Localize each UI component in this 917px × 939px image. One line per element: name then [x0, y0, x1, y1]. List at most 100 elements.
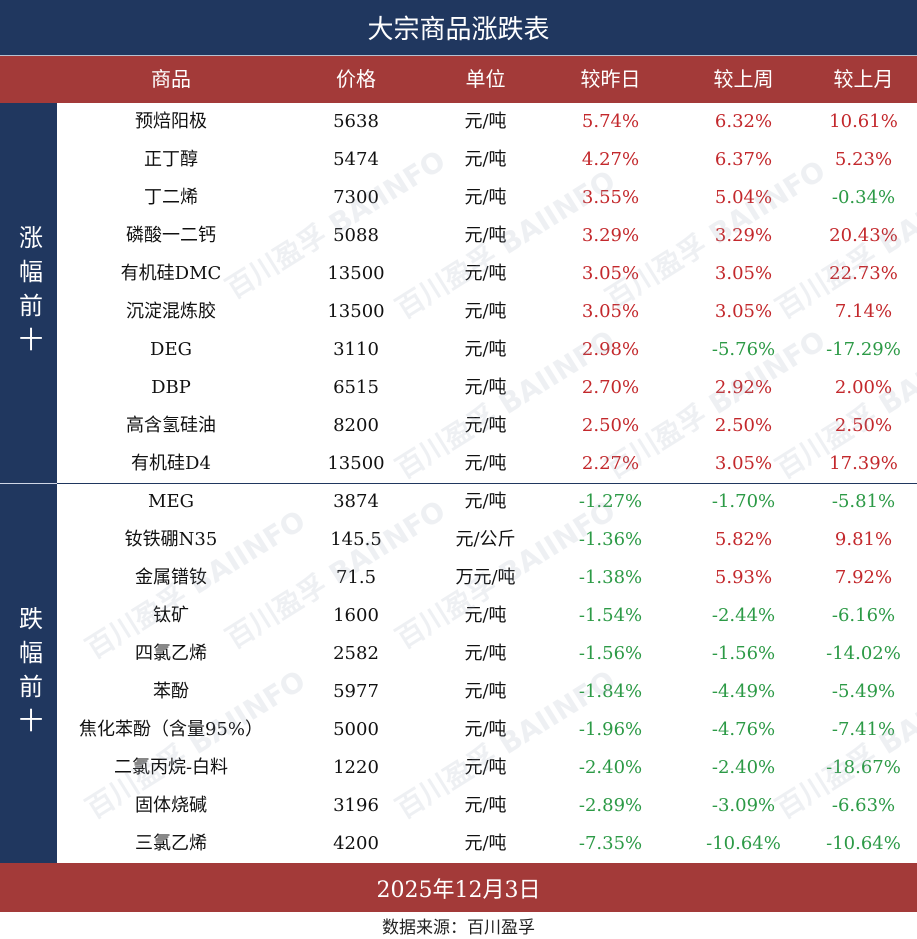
cell-name: 丁二烯	[144, 187, 198, 208]
cell-price: 5474	[333, 149, 379, 170]
cell-unit: 元/吨	[464, 719, 507, 740]
cell-name: MEG	[148, 491, 194, 512]
table-row: 固体烧碱 3196 元/吨 -2.89% -3.09% -6.63%	[57, 787, 917, 825]
header-week: 较上周	[713, 67, 774, 91]
cell-month: -5.49%	[831, 681, 896, 702]
cell-name: 高含氢硅油	[126, 415, 216, 436]
cell-week: -1.56%	[711, 643, 776, 664]
cell-week: -4.76%	[711, 719, 776, 740]
cell-month: -17.29%	[826, 339, 901, 360]
cell-week: -5.76%	[711, 339, 776, 360]
cell-day: 2.70%	[581, 377, 640, 398]
cell-month: -14.02%	[826, 643, 901, 664]
cell-price: 6515	[333, 377, 379, 398]
cell-month: -0.34%	[831, 187, 896, 208]
cell-month: 17.39%	[829, 453, 898, 474]
cell-day: -2.89%	[578, 795, 643, 816]
cell-day: -1.54%	[578, 605, 643, 626]
cell-price: 1220	[333, 757, 379, 778]
cell-month: -6.63%	[831, 795, 896, 816]
cell-price: 3874	[333, 491, 379, 512]
cell-month: 9.81%	[834, 529, 893, 550]
cell-week: 5.93%	[714, 567, 773, 588]
cell-week: 6.32%	[714, 111, 773, 132]
cell-day: -1.96%	[578, 719, 643, 740]
cell-unit: 元/吨	[464, 415, 507, 436]
cell-month: 7.14%	[834, 301, 893, 322]
cell-unit: 元/吨	[464, 643, 507, 664]
cell-week: -1.70%	[711, 491, 776, 512]
header-price: 价格	[336, 67, 376, 91]
header-month: 较上月	[833, 67, 894, 91]
cell-day: 2.50%	[581, 415, 640, 436]
cell-day: 3.29%	[581, 225, 640, 246]
cell-week: 3.29%	[714, 225, 773, 246]
header-unit: 单位	[465, 67, 506, 91]
table-header: 商品 价格 单位 较昨日 较上周 较上月	[0, 56, 917, 103]
table-row: 磷酸一二钙 5088 元/吨 3.29% 3.29% 20.43%	[57, 217, 917, 255]
table-row: 三氯乙烯 4200 元/吨 -7.35% -10.64% -10.64%	[57, 825, 917, 863]
cell-week: 3.05%	[714, 301, 773, 322]
data-source: 数据来源：百川盈孚	[0, 912, 917, 939]
cell-name: 金属镨钕	[135, 567, 207, 588]
cell-day: 3.05%	[581, 301, 640, 322]
cell-day: 3.05%	[581, 263, 640, 284]
cell-month: 2.00%	[834, 377, 893, 398]
header-day: 较昨日	[580, 67, 641, 91]
cell-unit: 元/吨	[464, 453, 507, 474]
cell-price: 5977	[333, 681, 379, 702]
cell-name: 固体烧碱	[135, 795, 207, 816]
cell-day: -7.35%	[578, 833, 643, 854]
date-footer: 2025年12月3日	[0, 863, 917, 912]
table-row: 沉淀混炼胶 13500 元/吨 3.05% 3.05% 7.14%	[57, 293, 917, 331]
cell-price: 13500	[327, 453, 385, 474]
top-losers-label: 跌幅前十	[14, 605, 43, 742]
cell-name: 预焙阳极	[135, 111, 207, 132]
cell-unit: 万元/吨	[455, 567, 516, 588]
page-title: 大宗商品涨跌表	[0, 0, 917, 56]
cell-month: -5.81%	[831, 491, 896, 512]
cell-unit: 元/吨	[464, 339, 507, 360]
cell-price: 5638	[333, 111, 379, 132]
cell-name: 钛矿	[153, 605, 189, 626]
cell-name: DBP	[151, 377, 191, 398]
cell-week: -2.40%	[711, 757, 776, 778]
cell-day: 5.74%	[581, 111, 640, 132]
cell-month: -10.64%	[826, 833, 901, 854]
table-row: 高含氢硅油 8200 元/吨 2.50% 2.50% 2.50%	[57, 407, 917, 445]
table-body: 预焙阳极 5638 元/吨 5.74% 6.32% 10.61% 正丁醇 5474 元/吨 4.2…	[57, 103, 917, 863]
table-row: 预焙阳极 5638 元/吨 5.74% 6.32% 10.61%	[57, 103, 917, 141]
cell-price: 71.5	[335, 567, 377, 588]
cell-unit: 元/吨	[464, 187, 507, 208]
cell-price: 5088	[333, 225, 379, 246]
cell-week: -2.44%	[711, 605, 776, 626]
cell-name: 苯酚	[153, 681, 189, 702]
cell-day: -1.27%	[578, 491, 643, 512]
cell-week: -3.09%	[711, 795, 776, 816]
table-row: 正丁醇 5474 元/吨 4.27% 6.37% 5.23%	[57, 141, 917, 179]
cell-unit: 元/吨	[464, 263, 507, 284]
table-row: MEG 3874 元/吨 -1.27% -1.70% -5.81%	[57, 483, 917, 521]
cell-name: 有机硅DMC	[120, 263, 222, 284]
cell-name: 钕铁硼N35	[124, 529, 218, 550]
section-divider	[57, 483, 917, 484]
table-row: DBP 6515 元/吨 2.70% 2.92% 2.00%	[57, 369, 917, 407]
cell-day: 3.55%	[581, 187, 640, 208]
cell-week: 5.04%	[714, 187, 773, 208]
cell-month: 7.92%	[834, 567, 893, 588]
cell-week: 6.37%	[714, 149, 773, 170]
cell-unit: 元/吨	[464, 833, 507, 854]
cell-day: -1.84%	[578, 681, 643, 702]
cell-unit: 元/吨	[464, 605, 507, 626]
cell-day: 2.27%	[581, 453, 640, 474]
table-row: 钛矿 1600 元/吨 -1.54% -2.44% -6.16%	[57, 597, 917, 635]
cell-name: 四氯乙烯	[135, 643, 207, 664]
cell-week: -4.49%	[711, 681, 776, 702]
table-row: 苯酚 5977 元/吨 -1.84% -4.49% -5.49%	[57, 673, 917, 711]
cell-price: 5000	[333, 719, 379, 740]
cell-price: 8200	[333, 415, 379, 436]
cell-unit: 元/吨	[464, 149, 507, 170]
cell-month: -18.67%	[826, 757, 901, 778]
cell-price: 4200	[333, 833, 379, 854]
